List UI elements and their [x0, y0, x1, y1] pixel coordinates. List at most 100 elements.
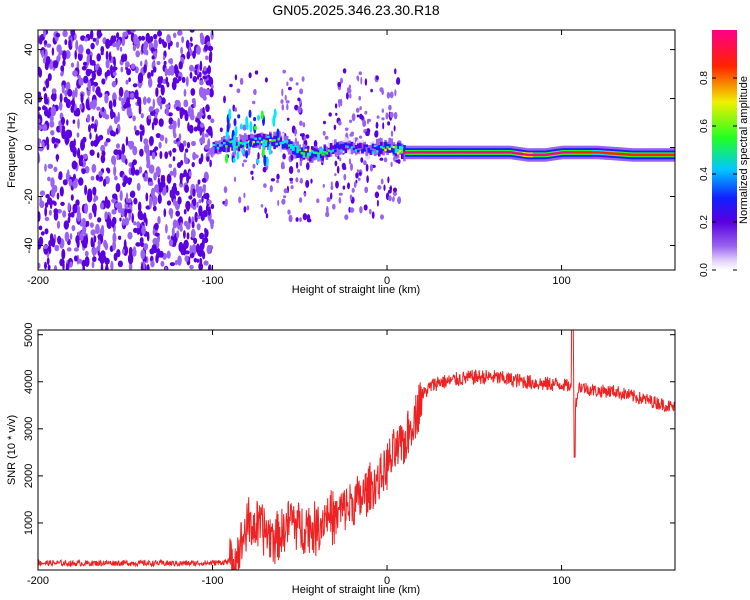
heatmap-transition-speck — [381, 117, 385, 121]
heatmap-transition-speck — [383, 157, 388, 163]
heatmap-signal-cell — [340, 149, 343, 153]
heatmap-transition-speck — [360, 157, 364, 163]
heatmap-transition-speck — [234, 107, 237, 112]
heatmap-noise-speck — [43, 92, 48, 102]
heatmap-noise-speck — [189, 64, 194, 72]
heatmap-noise-speck — [154, 232, 160, 237]
heatmap-signal-cell — [223, 147, 226, 152]
heatmap-noise-speck — [172, 156, 176, 162]
heatmap-noise-speck — [195, 45, 201, 55]
heatmap-signal-cell — [260, 140, 264, 144]
heatmap-noise-speck — [130, 92, 135, 99]
heatmap-noise-speck — [155, 87, 159, 97]
heatmap-noise-speck — [146, 97, 151, 104]
heatmap-signal-cell — [306, 154, 310, 157]
heatmap-signal-cell — [348, 144, 352, 148]
heatmap-transition-speck — [324, 135, 329, 140]
heatmap-noise-speck — [70, 194, 74, 201]
heatmap-noise-speck — [185, 250, 190, 255]
heatmap-signal-cell — [401, 146, 404, 152]
heatmap-noise-speck — [62, 179, 68, 186]
heatmap-noise-speck — [153, 172, 157, 181]
heatmap-noise-speck — [130, 30, 136, 33]
heatmap-noise-speck — [101, 150, 106, 157]
heatmap-signal-cell — [371, 143, 375, 149]
heatmap-noise-speck — [69, 140, 75, 150]
heatmap-transition-speck — [250, 170, 254, 175]
heatmap-noise-speck — [121, 152, 125, 163]
heatmap-noise-speck — [147, 72, 152, 80]
heatmap-transition-speck — [387, 176, 390, 184]
heatmap-signal-cell — [442, 151, 446, 154]
heatmap-noise-speck — [140, 60, 143, 67]
heatmap-transition-speck — [342, 68, 347, 74]
heatmap-signal-cell — [352, 142, 356, 148]
heatmap-signal-cell — [537, 153, 540, 157]
heatmap-noise-speck — [61, 128, 66, 140]
heatmap-signal-cell — [566, 151, 569, 154]
heatmap-spike — [268, 143, 272, 156]
heatmap-spike — [249, 121, 253, 133]
heatmap-noise-speck — [140, 242, 145, 248]
heatmap-noise-speck — [152, 200, 156, 206]
heatmap-noise-speck — [45, 194, 50, 199]
heatmap-signal-cell — [367, 148, 371, 151]
heatmap-noise-speck — [201, 131, 205, 140]
heatmap-noise-speck — [158, 141, 162, 149]
heatmap-signal-cell — [392, 145, 396, 149]
heatmap-noise-speck — [53, 166, 58, 172]
heatmap-noise-speck — [82, 266, 85, 270]
heatmap-noise-speck — [132, 146, 138, 156]
heatmap-noise-speck — [133, 197, 138, 205]
heatmap-noise-speck — [164, 266, 168, 270]
heatmap-signal-cell — [403, 147, 406, 162]
heatmap-transition-speck — [359, 206, 363, 214]
heatmap-noise-speck — [117, 260, 123, 268]
heatmap-signal-cell — [421, 151, 425, 154]
heatmap-signal-cell — [212, 146, 216, 155]
heatmap-signal-cell — [371, 145, 375, 155]
heatmap-noise-speck — [113, 60, 116, 67]
heatmap-signal-cell — [329, 150, 333, 153]
heatmap-noise-speck — [181, 36, 185, 44]
heatmap-transition-speck — [336, 165, 340, 174]
heatmap-noise-speck — [87, 69, 93, 74]
heatmap-signal-cell — [327, 148, 331, 158]
heatmap-noise-speck — [43, 244, 48, 249]
heatmap-noise-speck — [102, 178, 107, 187]
heatmap-noise-speck — [159, 104, 163, 110]
heatmap-noise-speck — [59, 258, 65, 267]
heatmap-spike — [225, 153, 228, 164]
heatmap-transition-speck — [334, 160, 338, 167]
snr-y-tick-label: 5000 — [23, 322, 35, 346]
heatmap-noise-speck — [140, 249, 146, 260]
heatmap-signal-cell — [250, 138, 253, 144]
heatmap-noise-speck — [38, 236, 44, 247]
heatmap-noise-speck — [47, 264, 51, 270]
heatmap-noise-speck — [111, 112, 116, 118]
heatmap-noise-speck — [151, 244, 157, 253]
heatmap-noise-speck — [96, 106, 101, 111]
heatmap-signal-cell — [398, 145, 402, 151]
heatmap-signal-cell — [375, 138, 379, 153]
heatmap-noise-speck — [38, 262, 41, 269]
heatmap-signal-cell — [633, 153, 637, 157]
heatmap-noise-speck — [81, 168, 86, 175]
heatmap-transition-speck — [241, 162, 245, 167]
heatmap-signal-cell — [639, 153, 643, 157]
heatmap-noise-speck — [74, 50, 77, 60]
heatmap-transition-speck — [357, 177, 361, 181]
heatmap-noise-speck — [88, 212, 93, 220]
heatmap-noise-speck — [66, 247, 72, 252]
heatmap-noise-speck — [169, 170, 174, 176]
heatmap-noise-speck — [59, 124, 63, 134]
heatmap-noise-speck — [187, 122, 190, 132]
heatmap-noise-speck — [38, 118, 41, 124]
heatmap-signal-cell — [344, 142, 348, 146]
heatmap-noise-speck — [70, 30, 76, 37]
heatmap-signal-cell — [430, 151, 433, 154]
heatmap-noise-speck — [75, 235, 80, 244]
heatmap-noise-speck — [181, 76, 186, 83]
heatmap-signal-cell — [223, 142, 226, 145]
heatmap-noise-speck — [174, 99, 180, 105]
